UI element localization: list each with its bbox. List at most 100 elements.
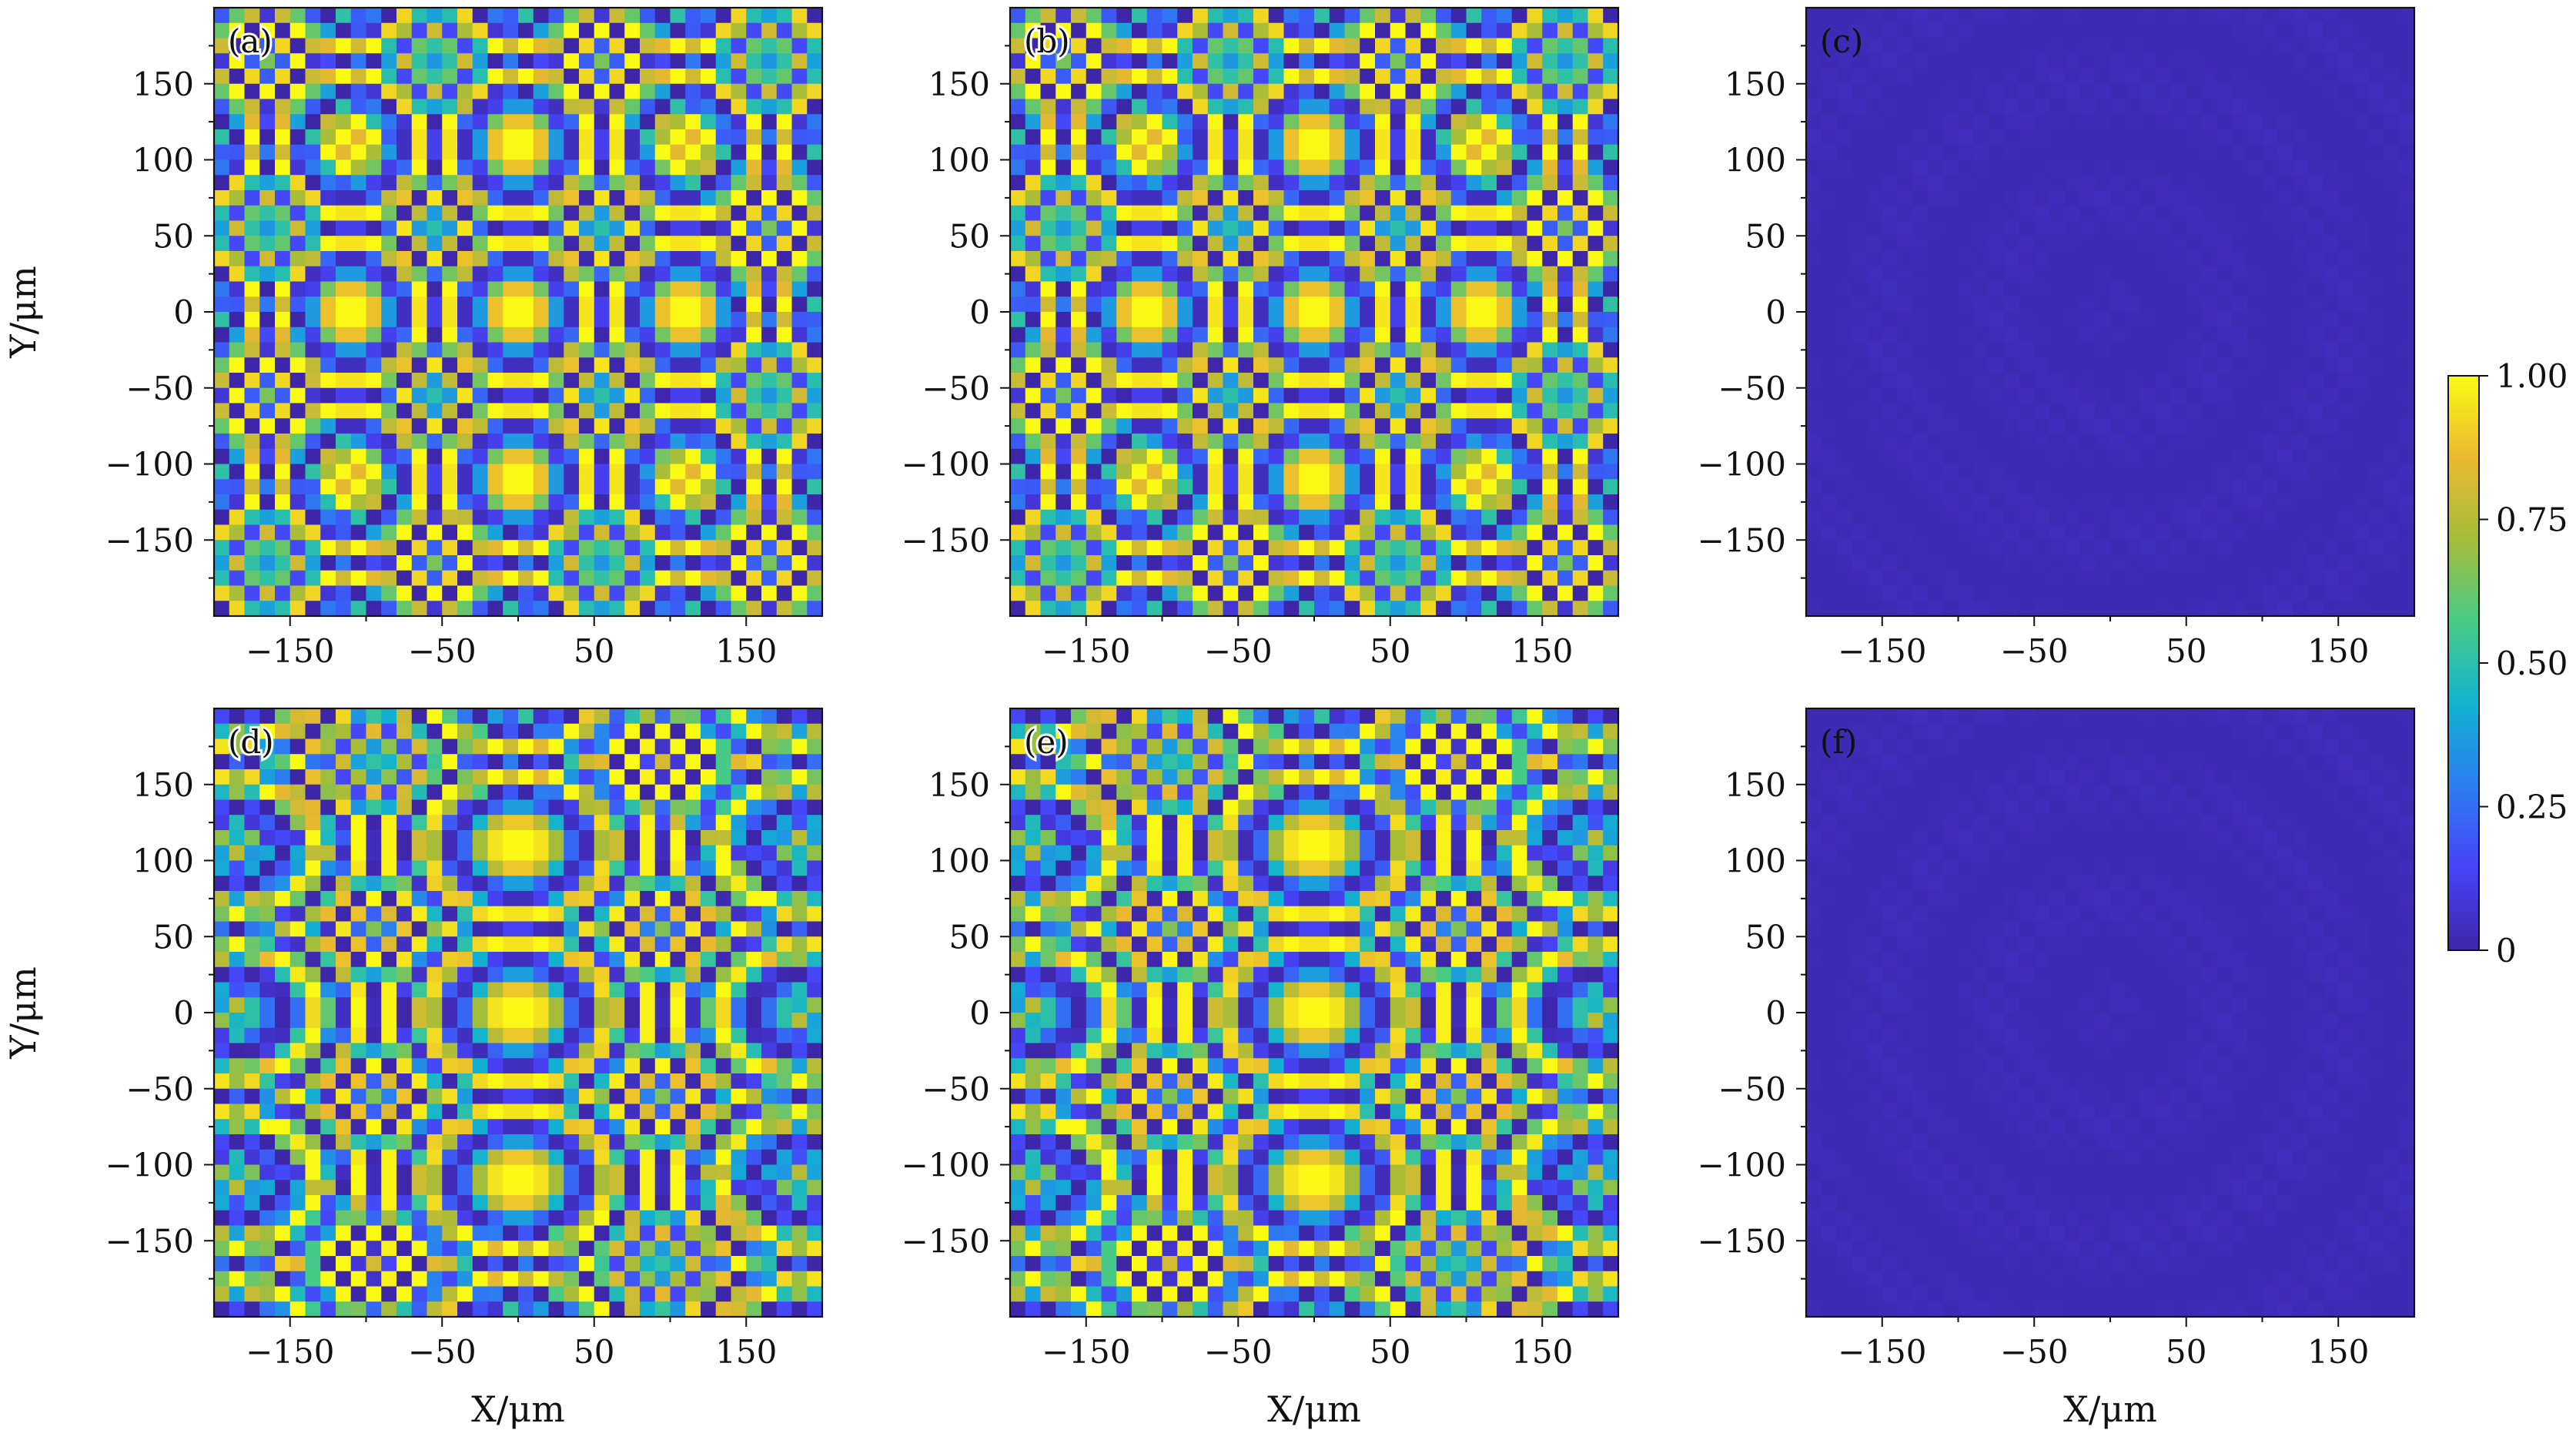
heatmap-cell: [1405, 448, 1421, 465]
heatmap-cell: [594, 509, 611, 526]
heatmap-cell: [1511, 555, 1528, 571]
heatmap-cell: [1882, 114, 1899, 130]
heatmap-cell: [761, 555, 778, 571]
heatmap-cell: [1928, 236, 1944, 252]
heatmap-cell: [1314, 555, 1330, 571]
heatmap-cell: [2368, 509, 2385, 526]
heatmap-cell: [1086, 53, 1102, 69]
heatmap-cell: [336, 8, 352, 24]
heatmap-cell: [1511, 342, 1528, 358]
heatmap-cell: [1329, 524, 1346, 541]
heatmap-cell: [2262, 509, 2278, 526]
heatmap-cell: [731, 8, 747, 24]
heatmap-cell: [2003, 342, 2020, 358]
heatmap-cell: [1527, 190, 1543, 206]
heatmap-cell: [289, 236, 306, 252]
heatmap-cell: [1193, 448, 1209, 465]
heatmap-cell: [1132, 190, 1148, 206]
heatmap-cell: [1329, 464, 1346, 480]
heatmap-cell: [609, 144, 625, 161]
heatmap-cell: [305, 159, 321, 176]
heatmap-cell: [1882, 342, 1899, 358]
heatmap-cell: [2186, 540, 2203, 556]
heatmap-cell: [1973, 601, 1989, 617]
heatmap-cell: [1450, 144, 1467, 161]
heatmap-cell: [2186, 434, 2203, 450]
heatmap-cell: [761, 129, 778, 146]
heatmap-cell: [1897, 479, 1913, 495]
heatmap-cell: [670, 464, 686, 480]
heatmap-cell: [1989, 83, 2005, 100]
heatmap-cell: [1603, 601, 1619, 617]
heatmap-cell: [1238, 434, 1254, 450]
heatmap-cell: [2156, 53, 2172, 69]
heatmap-cell: [2140, 342, 2156, 358]
heatmap-cell: [1928, 464, 1944, 480]
heatmap-cell: [2246, 464, 2263, 480]
heatmap-cell: [1821, 387, 1838, 404]
heatmap-cell: [548, 403, 564, 419]
heatmap-cell: [275, 251, 291, 267]
heatmap-cell: [1836, 570, 1852, 587]
heatmap-cell: [701, 22, 717, 39]
heatmap-cell: [487, 342, 503, 358]
heatmap-cell: [1420, 144, 1437, 161]
heatmap-cell: [1821, 83, 1838, 100]
heatmap-cell: [2307, 570, 2324, 587]
heatmap-cell: [2201, 464, 2217, 480]
heatmap-cell: [624, 205, 641, 222]
heatmap-cell: [2019, 448, 2035, 465]
heatmap-cell: [2338, 434, 2354, 450]
heatmap-cell: [1146, 296, 1163, 313]
heatmap-cell: [2125, 190, 2142, 206]
heatmap-cell: [2293, 570, 2309, 587]
heatmap-cell: [579, 53, 595, 69]
heatmap-cell: [2354, 312, 2370, 328]
heatmap-cell: [1268, 418, 1285, 434]
heatmap-cell: [594, 22, 611, 39]
heatmap-cell: [1542, 175, 1558, 191]
heatmap-cell: [2338, 205, 2354, 222]
heatmap-cell: [1481, 53, 1497, 69]
heatmap-cell: [2049, 22, 2066, 39]
heatmap-cell: [1928, 448, 1944, 465]
heatmap-cell: [1958, 83, 1974, 100]
heatmap-cell: [366, 555, 382, 571]
heatmap-cell: [715, 266, 732, 283]
heatmap-cell: [2049, 448, 2066, 465]
heatmap-cell: [2156, 236, 2172, 252]
heatmap-cell: [2307, 524, 2324, 541]
heatmap-cell: [1177, 601, 1193, 617]
heatmap-cell: [2049, 144, 2066, 161]
heatmap-cell: [1912, 129, 1929, 146]
heatmap-cell: [427, 312, 443, 328]
heatmap-cell: [244, 281, 260, 297]
heatmap-cell: [2216, 281, 2233, 297]
heatmap-cell: [1557, 448, 1574, 465]
heatmap-cell: [289, 434, 306, 450]
heatmap-cell: [1177, 296, 1193, 313]
heatmap-cell: [1942, 434, 1959, 450]
heatmap-cell: [1223, 601, 1239, 617]
heatmap-cell: [518, 8, 534, 24]
heatmap-cell: [259, 524, 276, 541]
heatmap-cell: [214, 601, 230, 617]
heatmap-cell: [1836, 8, 1852, 24]
heatmap-cell: [1207, 479, 1224, 495]
heatmap-cell: [2019, 175, 2035, 191]
heatmap-cell: [1420, 114, 1437, 130]
heatmap-cell: [1086, 296, 1102, 313]
heatmap-cell: [715, 464, 732, 480]
heatmap-cell: [746, 114, 762, 130]
heatmap-cell: [776, 205, 793, 222]
heatmap-cell: [1867, 585, 1883, 601]
heatmap-cell: [442, 570, 458, 587]
heatmap-cell: [320, 159, 336, 176]
heatmap-cell: [1587, 205, 1604, 222]
x-tick-label: −150: [246, 632, 334, 670]
heatmap-cell: [259, 601, 276, 617]
heatmap-cell: [1481, 22, 1497, 39]
heatmap-cell: [487, 83, 503, 100]
heatmap-cell: [1511, 38, 1528, 54]
heatmap-cell: [609, 327, 625, 343]
